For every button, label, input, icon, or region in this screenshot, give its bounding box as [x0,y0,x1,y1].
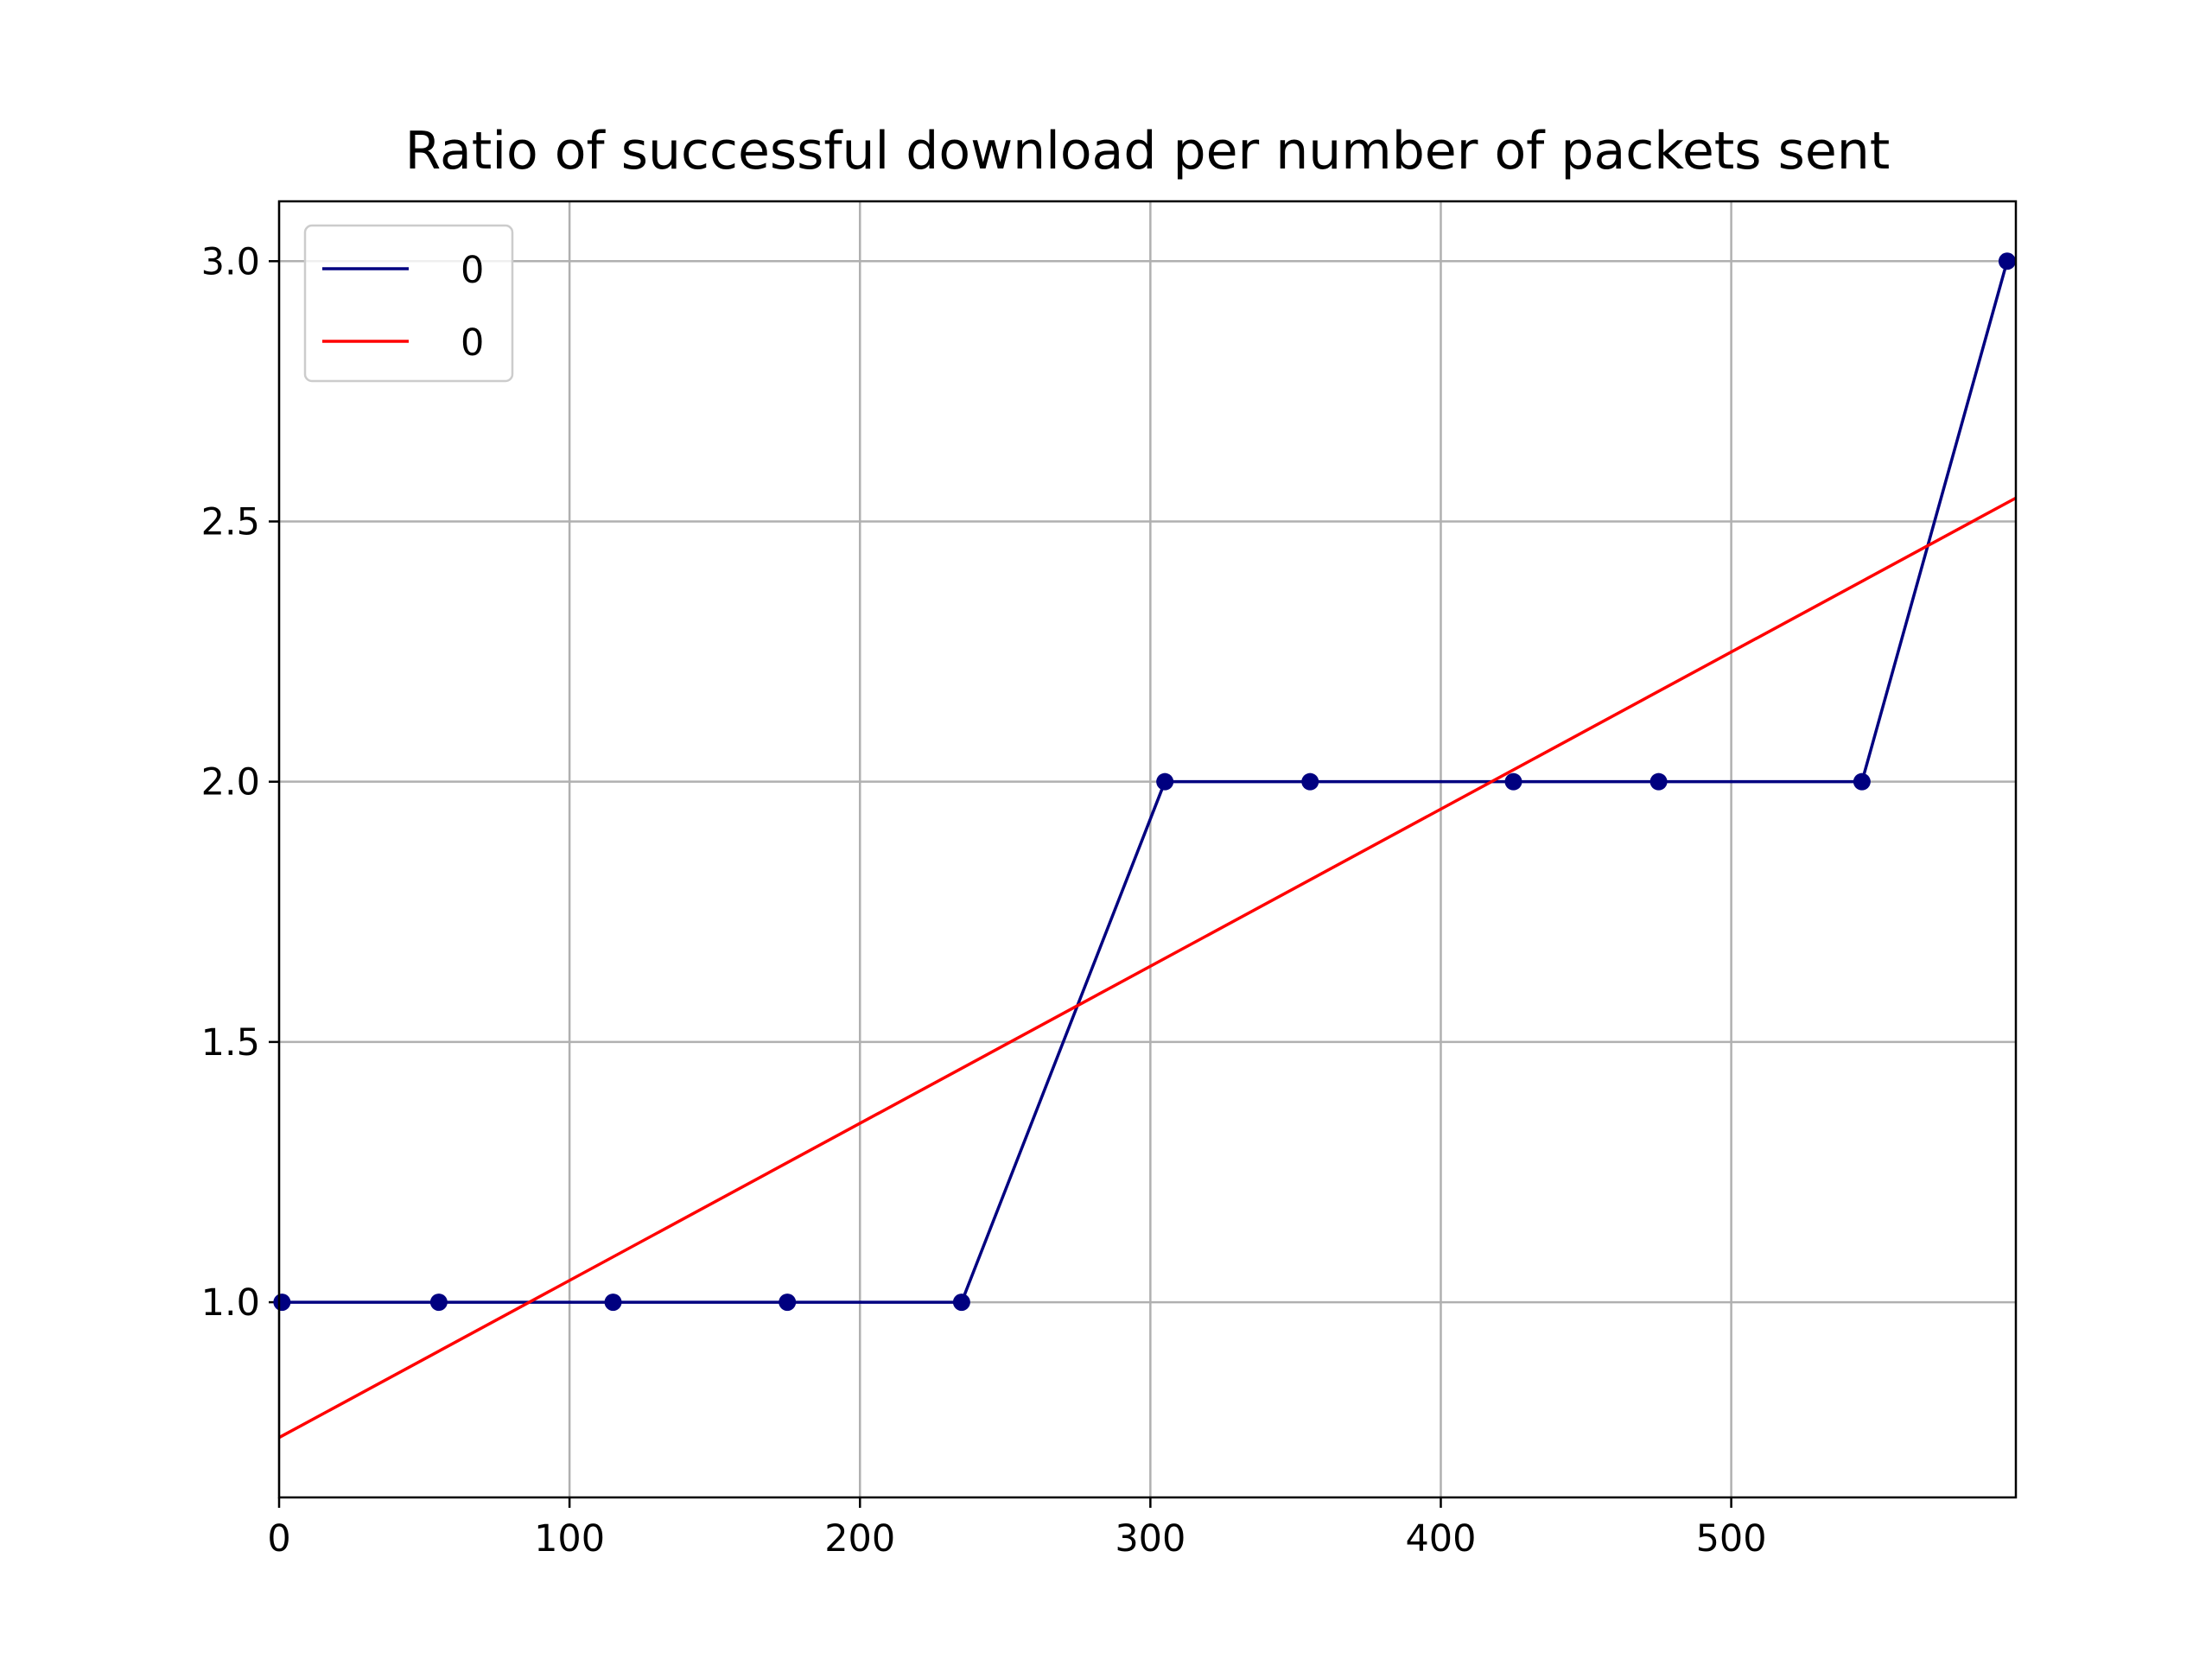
data-point [779,1294,797,1312]
data-point [1156,772,1174,791]
y-tick-label: 1.5 [201,1021,260,1065]
data-point [604,1294,622,1312]
x-axis: 0 100 200 300 400 500 [267,1497,1767,1560]
x-tick-label: 200 [824,1517,895,1560]
chart-title: Ratio of successful download per number … [405,121,1891,181]
plot-frame [277,200,2018,1499]
legend-label: 0 [461,249,484,292]
data-point [1649,772,1668,791]
x-tick-label: 0 [267,1517,290,1560]
data-point [273,1294,291,1312]
data-point [1998,252,2016,270]
data-point [1301,772,1319,791]
data-point [429,1294,448,1312]
y-axis: 1.0 1.5 2.0 2.5 3.0 [201,240,279,1325]
x-tick-label: 400 [1405,1517,1476,1560]
y-tick-label: 2.5 [201,500,260,543]
data-point [952,1294,970,1312]
legend-label: 0 [461,321,484,365]
x-tick-label: 500 [1696,1517,1767,1560]
series-line-1 [278,496,2017,1440]
y-tick-label: 1.0 [201,1281,260,1325]
y-tick-label: 3.0 [201,240,260,283]
data-series [273,252,2017,1440]
x-tick-label: 100 [534,1517,605,1560]
data-point [1504,772,1522,791]
x-tick-label: 300 [1115,1517,1185,1560]
legend: 00 [303,224,514,383]
y-tick-label: 2.0 [201,761,260,804]
data-point [1853,772,1871,791]
